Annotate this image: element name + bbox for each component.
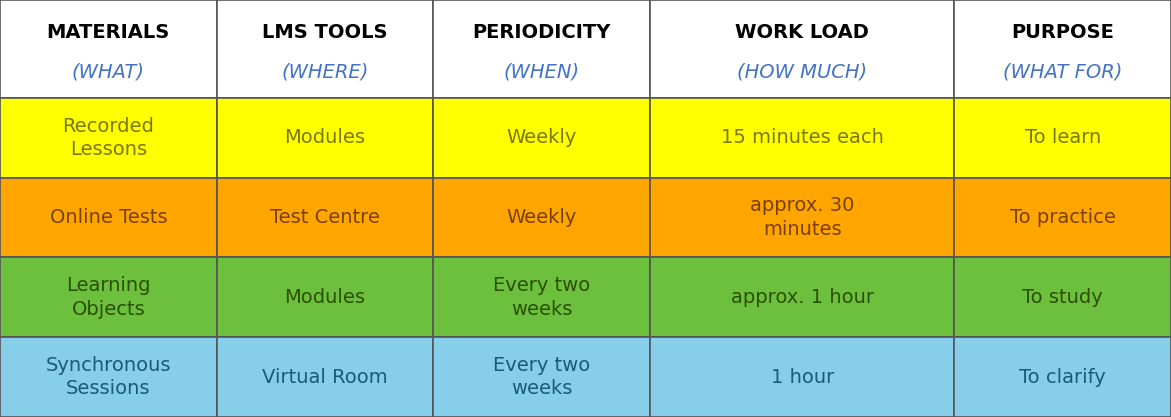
- Text: (WHERE): (WHERE): [281, 62, 369, 81]
- Bar: [0, 257, 217, 337]
- Bar: [650, 257, 954, 337]
- Text: WORK LOAD: WORK LOAD: [735, 23, 869, 42]
- Text: 1 hour: 1 hour: [771, 368, 834, 387]
- Text: PURPOSE: PURPOSE: [1012, 23, 1114, 42]
- Bar: [433, 0, 650, 98]
- Bar: [954, 257, 1171, 337]
- Text: Online Tests: Online Tests: [49, 208, 167, 227]
- Bar: [0, 337, 217, 417]
- Text: Weekly: Weekly: [506, 128, 577, 147]
- Text: 15 minutes each: 15 minutes each: [720, 128, 884, 147]
- Text: Every two
weeks: Every two weeks: [493, 356, 590, 398]
- Bar: [0, 178, 217, 258]
- Bar: [433, 337, 650, 417]
- Text: Synchronous
Sessions: Synchronous Sessions: [46, 356, 171, 398]
- Bar: [650, 0, 954, 98]
- Bar: [954, 178, 1171, 258]
- Bar: [954, 98, 1171, 178]
- Bar: [650, 337, 954, 417]
- Bar: [217, 337, 433, 417]
- Text: (HOW MUCH): (HOW MUCH): [737, 62, 868, 81]
- Bar: [954, 337, 1171, 417]
- Text: Recorded
Lessons: Recorded Lessons: [62, 117, 155, 159]
- Text: Every two
weeks: Every two weeks: [493, 276, 590, 319]
- Text: Modules: Modules: [285, 288, 365, 307]
- Text: LMS TOOLS: LMS TOOLS: [262, 23, 388, 42]
- Text: (WHAT FOR): (WHAT FOR): [1004, 62, 1122, 81]
- Bar: [650, 98, 954, 178]
- Bar: [217, 257, 433, 337]
- Bar: [217, 178, 433, 258]
- Text: MATERIALS: MATERIALS: [47, 23, 170, 42]
- Text: Modules: Modules: [285, 128, 365, 147]
- Bar: [650, 178, 954, 258]
- Text: To clarify: To clarify: [1019, 368, 1107, 387]
- Text: PERIODICITY: PERIODICITY: [472, 23, 611, 42]
- Text: (WHEN): (WHEN): [504, 62, 580, 81]
- Bar: [433, 98, 650, 178]
- Bar: [954, 0, 1171, 98]
- Bar: [0, 98, 217, 178]
- Text: approx. 30
minutes: approx. 30 minutes: [749, 196, 855, 239]
- Text: Learning
Objects: Learning Objects: [66, 276, 151, 319]
- Bar: [433, 178, 650, 258]
- Text: approx. 1 hour: approx. 1 hour: [731, 288, 874, 307]
- Bar: [0, 0, 217, 98]
- Bar: [433, 257, 650, 337]
- Bar: [217, 0, 433, 98]
- Text: To practice: To practice: [1009, 208, 1116, 227]
- Text: Test Centre: Test Centre: [271, 208, 379, 227]
- Text: To learn: To learn: [1025, 128, 1101, 147]
- Text: Weekly: Weekly: [506, 208, 577, 227]
- Text: (WHAT): (WHAT): [71, 62, 145, 81]
- Text: To study: To study: [1022, 288, 1103, 307]
- Bar: [217, 98, 433, 178]
- Text: Virtual Room: Virtual Room: [262, 368, 388, 387]
